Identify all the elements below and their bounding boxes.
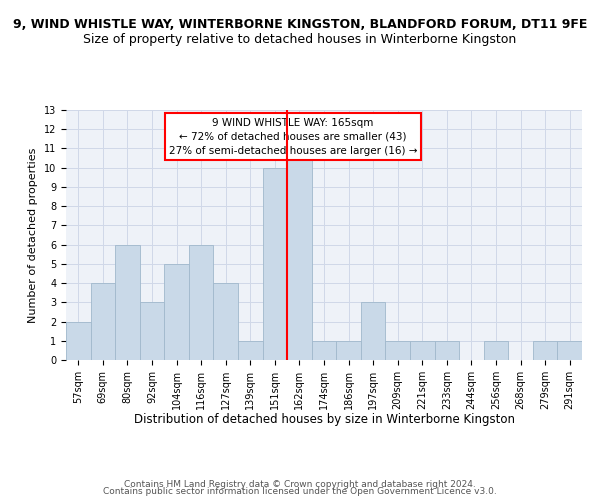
Y-axis label: Number of detached properties: Number of detached properties (28, 148, 38, 322)
Bar (434, 341, 459, 360)
Bar (91, 283, 115, 360)
Bar (410, 341, 434, 360)
Bar (533, 341, 557, 360)
Bar (140, 302, 164, 360)
Text: Contains public sector information licensed under the Open Government Licence v3: Contains public sector information licen… (103, 488, 497, 496)
Bar (115, 244, 140, 360)
Bar (189, 244, 214, 360)
Bar (484, 341, 508, 360)
Bar (66, 322, 91, 360)
Bar (287, 148, 312, 360)
Bar (557, 341, 582, 360)
Bar (312, 341, 336, 360)
Bar (263, 168, 287, 360)
Text: 9, WIND WHISTLE WAY, WINTERBORNE KINGSTON, BLANDFORD FORUM, DT11 9FE: 9, WIND WHISTLE WAY, WINTERBORNE KINGSTO… (13, 18, 587, 30)
Bar (361, 302, 385, 360)
Bar (336, 341, 361, 360)
Text: 9 WIND WHISTLE WAY: 165sqm
← 72% of detached houses are smaller (43)
27% of semi: 9 WIND WHISTLE WAY: 165sqm ← 72% of deta… (169, 118, 417, 156)
Text: Size of property relative to detached houses in Winterborne Kingston: Size of property relative to detached ho… (83, 32, 517, 46)
Text: Distribution of detached houses by size in Winterborne Kingston: Distribution of detached houses by size … (133, 412, 515, 426)
Bar (214, 283, 238, 360)
Text: Contains HM Land Registry data © Crown copyright and database right 2024.: Contains HM Land Registry data © Crown c… (124, 480, 476, 489)
Bar (238, 341, 263, 360)
Bar (164, 264, 189, 360)
Bar (385, 341, 410, 360)
